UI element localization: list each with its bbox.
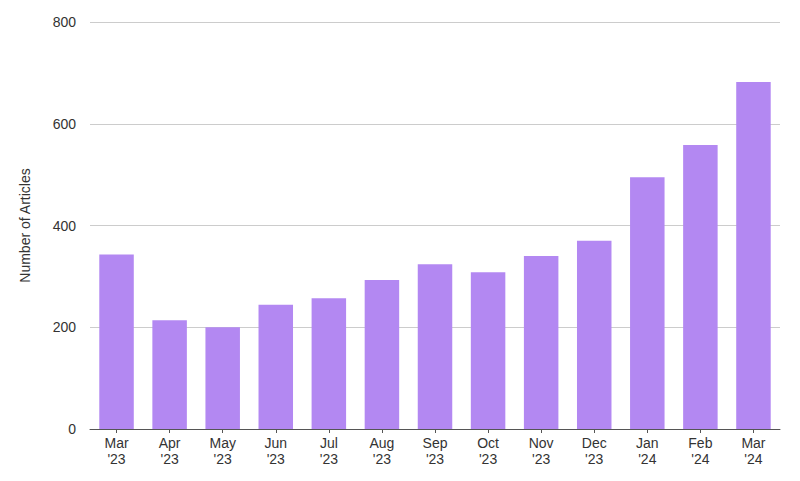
svg-text:May: May [209,435,235,451]
svg-text:'23: '23 [426,451,444,467]
svg-text:'23: '23 [160,451,178,467]
svg-text:'23: '23 [373,451,391,467]
svg-text:Feb: Feb [688,435,712,451]
svg-text:Nov: Nov [529,435,554,451]
svg-text:'23: '23 [532,451,550,467]
svg-text:'24: '24 [744,451,762,467]
svg-text:Number of Articles: Number of Articles [17,168,33,282]
svg-text:'23: '23 [585,451,603,467]
svg-text:'23: '23 [107,451,125,467]
svg-text:Apr: Apr [159,435,181,451]
svg-text:200: 200 [53,319,77,335]
svg-text:800: 800 [53,14,77,30]
svg-text:Mar: Mar [741,435,765,451]
svg-text:'23: '23 [479,451,497,467]
svg-text:'23: '23 [320,451,338,467]
svg-text:0: 0 [68,421,76,437]
svg-text:Jun: Jun [264,435,287,451]
svg-text:Oct: Oct [477,435,499,451]
svg-text:'23: '23 [267,451,285,467]
svg-text:Mar: Mar [104,435,128,451]
svg-text:'24: '24 [691,451,709,467]
svg-text:Dec: Dec [582,435,607,451]
svg-text:'24: '24 [638,451,656,467]
svg-text:Sep: Sep [423,435,448,451]
svg-text:'23: '23 [214,451,232,467]
svg-text:Jul: Jul [320,435,338,451]
svg-text:600: 600 [53,116,77,132]
svg-text:Aug: Aug [369,435,394,451]
svg-text:400: 400 [53,218,77,234]
svg-text:Jan: Jan [636,435,659,451]
